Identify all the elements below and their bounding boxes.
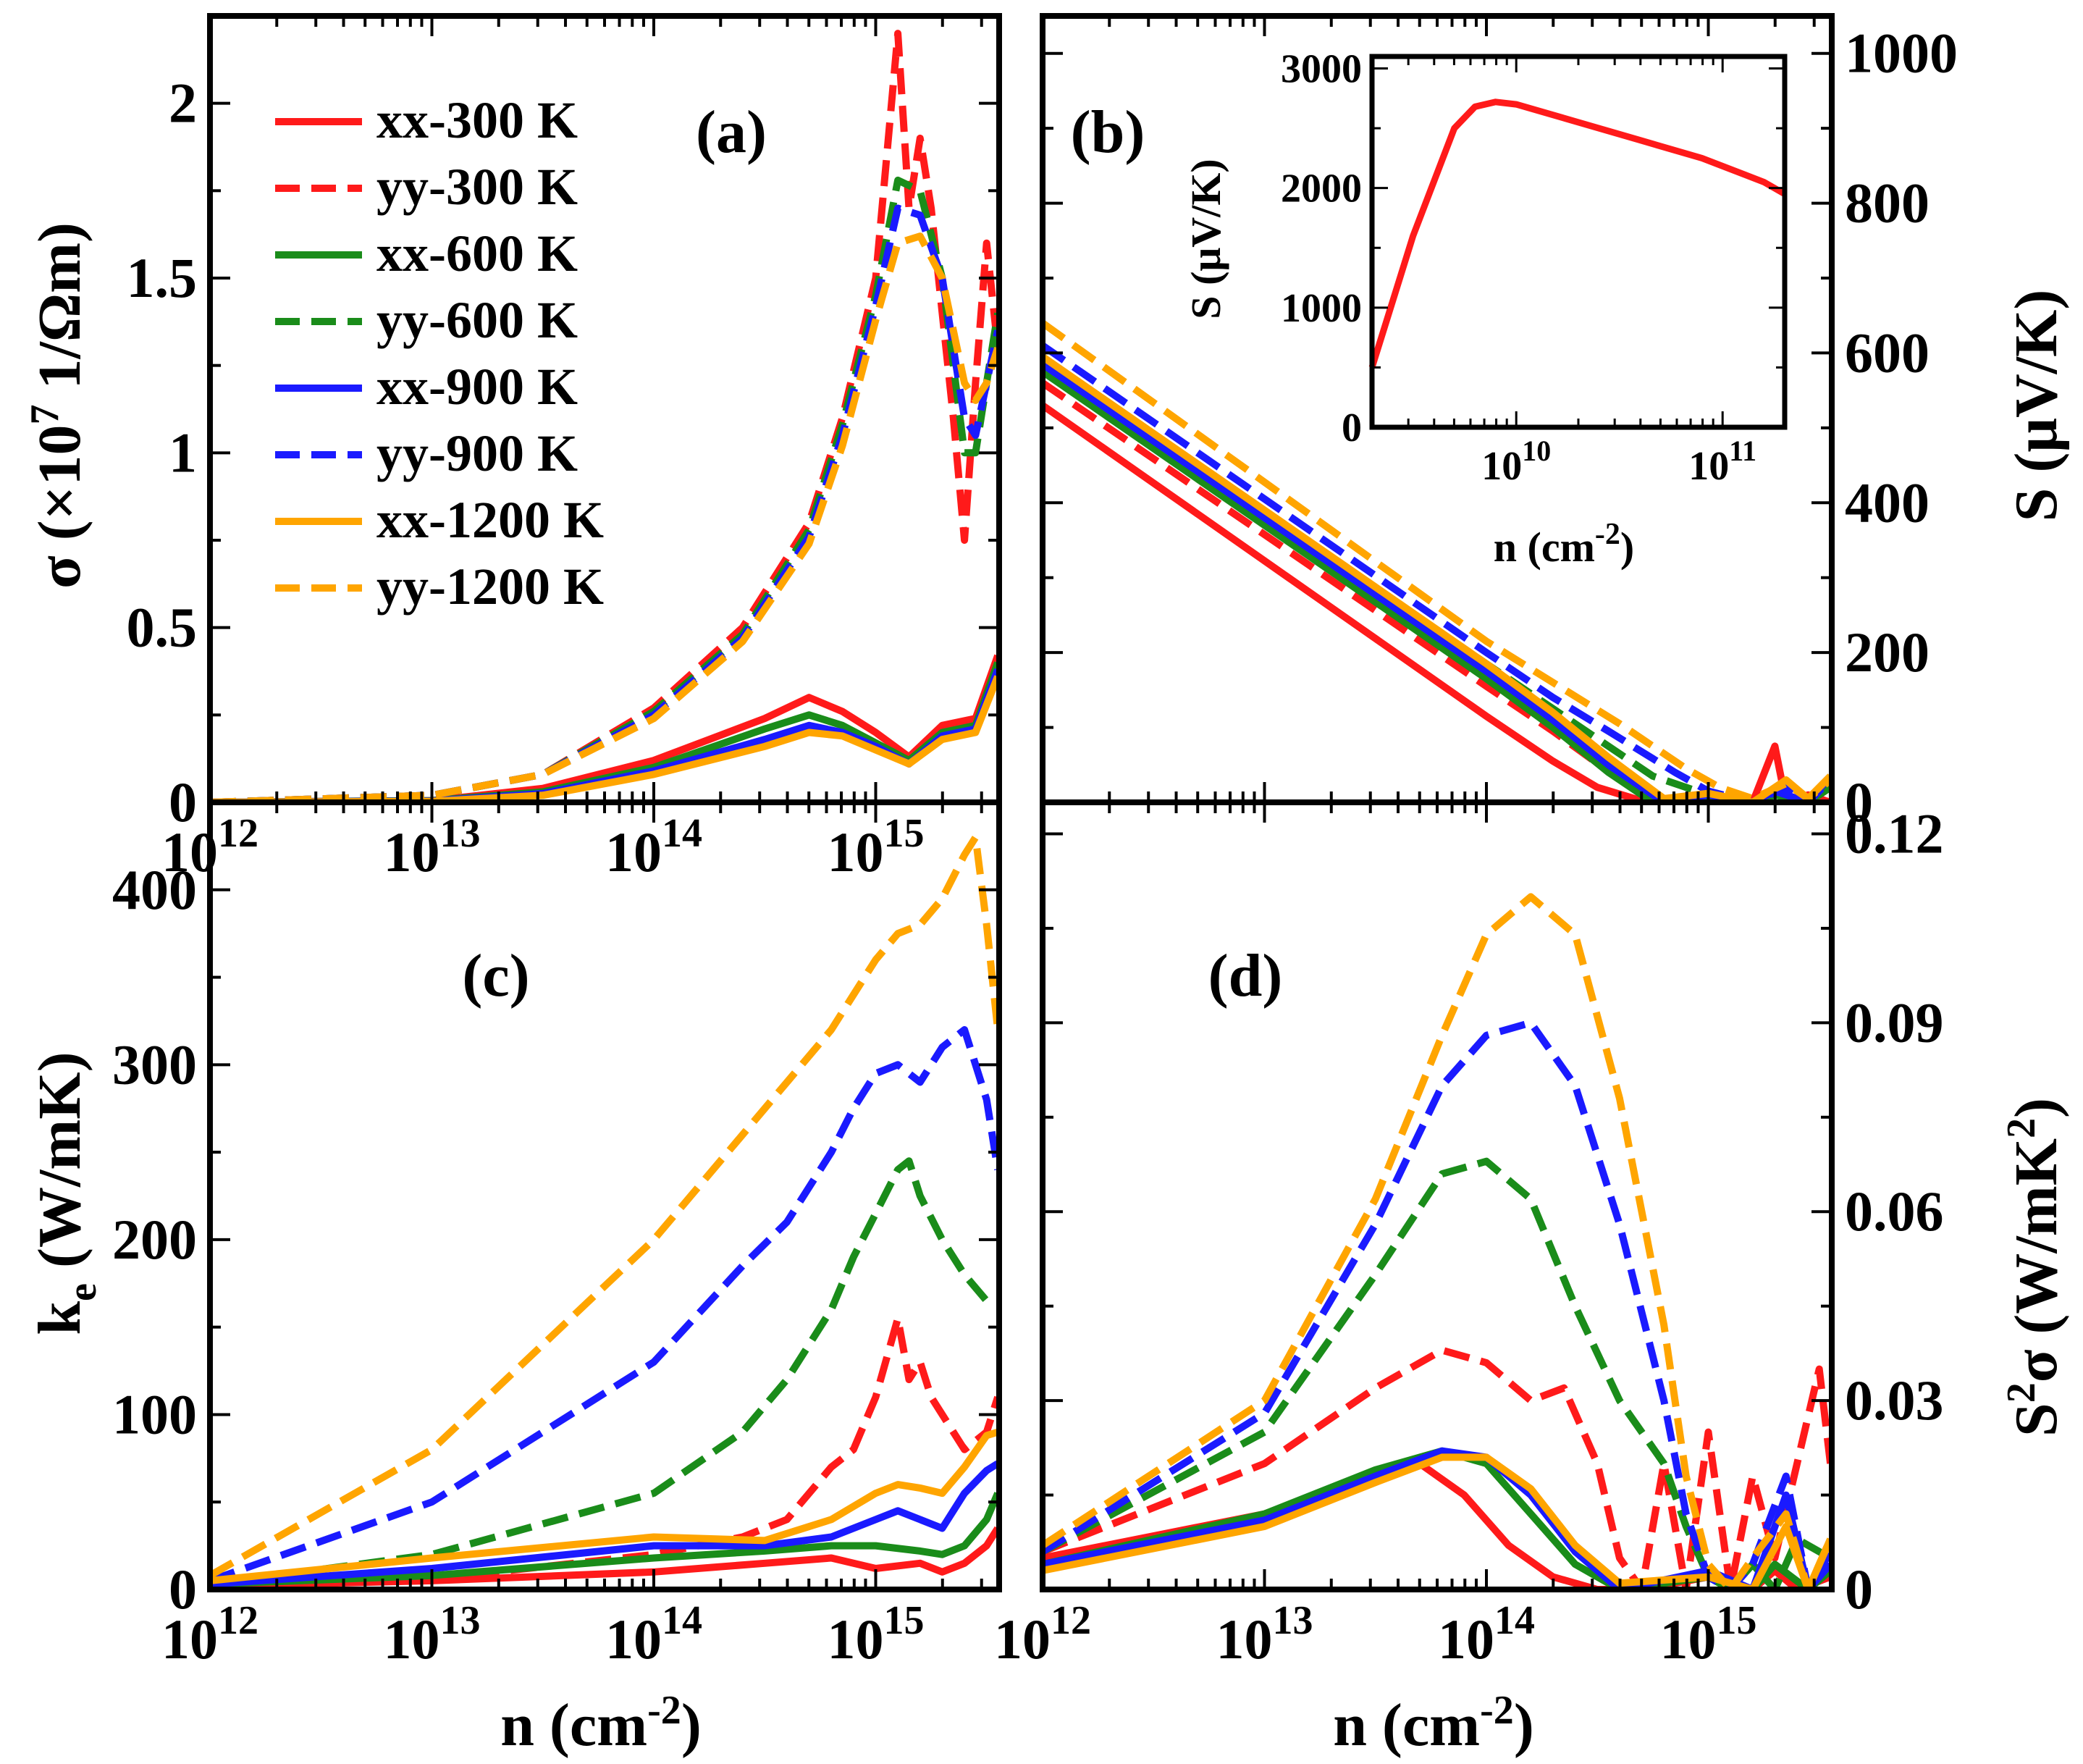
inset-ylabel: S (μV/K) [1182,159,1229,319]
panel-d: 1012 1013 1014 1015 0 0.03 0.06 0.09 0.12 (d) [994,799,1944,1671]
panel-c-xtick-label: 1013 [383,1598,480,1671]
legend-label-xx-600k: xx-600 K [376,224,578,282]
inset-bg [1372,56,1785,427]
panel-b-ytick-label: 200 [1845,621,1930,684]
panel-d-series-yy-1200k [1043,893,1832,1589]
panel-c-ytick-label: 400 [112,858,197,921]
inset-xlabel: n (cm-2) [1494,518,1634,571]
inset-ytick-label: 0 [1342,406,1362,450]
panel-c-ylabel: ke (W/mK) [26,1051,105,1335]
inset-xtick-label: 1011 [1688,434,1756,489]
legend-label-yy-900k: yy-900 K [376,424,578,482]
panel-d-series-yy-900k [1043,1019,1832,1589]
panel-a-xtick-label: 1014 [605,811,702,883]
panel-a-xtick-label: 1013 [383,811,480,883]
legend-label-yy-1200k: yy-1200 K [376,558,604,616]
panel-a-ytick-label: 1 [169,421,197,484]
panel-a-ytick-label: 0.5 [127,596,198,659]
panel-c-xtick-label: 1014 [605,1598,702,1671]
panel-b-ytick-label: 1000 [1845,22,1958,85]
panel-c-ytick-label: 100 [112,1382,197,1445]
panel-d-xtick-label: 1015 [1659,1598,1756,1671]
inset-xtick-label: 1010 [1481,434,1551,489]
panel-b-series-yy-1200k [1043,320,1832,802]
legend-label-xx-900k: xx-900 K [376,358,578,416]
panel-d-series-xx-900k [1043,1447,1832,1589]
panel-d-ytick-label: 0.03 [1845,1369,1944,1432]
panel-d-xtick-label: 1014 [1438,1598,1535,1671]
panel-d-ytick-label: 0 [1845,1558,1873,1621]
panel-b-ylabel: S (μV/K) [2003,290,2070,522]
legend-label-xx-1200k: xx-1200 K [376,491,604,549]
panel-d-series-yy-300k [1043,1346,1832,1589]
legend-label-yy-600k: yy-600 K [376,291,578,349]
panel-d-ytick-label: 0.06 [1845,1180,1944,1243]
panel-d-ylabel: S2σ (W/mK2) [1999,1098,2070,1437]
panel-b-ytick-label: 600 [1845,321,1930,384]
panel-a-label: (a) [696,98,767,166]
panel-c-xlabel: n (cm-2) [500,1688,702,1759]
panel-d-series-yy-600k [1043,1157,1832,1589]
panel-b-ytick-label: 0 [1845,770,1873,833]
panel-c-series-yy-600k [210,1157,998,1588]
panel-a-frame [207,13,1002,805]
panel-b-inset: 1010 1011 0 1000 2000 3000 [1281,47,1788,489]
legend: xx-300 K yy-300 K xx-600 K yy-600 K xx-900 K… [275,91,604,616]
legend-label-xx-300k: xx-300 K [376,91,578,149]
panel-a-xtick-label: 1015 [827,811,924,883]
panel-c-ytick-label: 300 [112,1033,197,1096]
panel-b-ytick-label: 800 [1845,172,1930,235]
panel-b-ytick-label: 400 [1845,471,1930,534]
panel-a-ylabel: σ (×107 1/Ωm) [22,222,93,589]
panel-d-xtick-label: 1013 [1216,1598,1313,1671]
panel-a-ytick-label: 2 [169,72,197,135]
panel-a-ytick-label: 0 [169,770,197,833]
panel-a-series-yy-1200k [210,232,999,802]
panel-d-series-xx-600k [1043,1447,1832,1589]
panel-a-series-yy-300k [210,30,999,802]
panel-c-label: (c) [462,942,529,1009]
panel-d-label: (d) [1208,942,1283,1009]
panel-a-series-xx-1200k [210,675,999,802]
panel-c-xtick-label: 1012 [161,1598,258,1671]
panel-c-series-xx-300k [210,1526,999,1589]
panel-d-xlabel: n (cm-2) [1333,1688,1534,1759]
inset-ytick-label: 3000 [1281,47,1362,92]
legend-label-yy-300k: yy-300 K [376,158,578,216]
panel-c-series-xx-1200k [210,1428,999,1584]
panel-d-ytick-label: 0.12 [1845,802,1944,865]
panel-c-series-xx-900k [210,1460,999,1588]
panel-c: 1012 1013 1014 1015 0 100 200 300 400 (c) [112,799,1002,1671]
panel-b-series-xx-900k [1043,361,1832,802]
panel-c-series-yy-900k [210,1026,999,1584]
panel-c-xtick-label: 1015 [827,1598,924,1671]
panel-d-ytick-label: 0.09 [1845,991,1944,1054]
inset-series [1368,98,1787,369]
inset-ytick-label: 1000 [1281,286,1362,331]
panel-b-series-yy-900k [1043,342,1832,802]
panel-a-ytick-label: 1.5 [127,246,198,309]
panel-c-ytick-label: 200 [112,1208,197,1271]
panel-c-series-yy-1200k [210,833,999,1579]
panel-b-label: (b) [1071,98,1145,166]
panel-d-xtick-label: 1012 [994,1598,1091,1671]
panel-c-series-xx-600k [210,1492,999,1588]
panel-c-ytick-label: 0 [169,1558,197,1621]
inset-ytick-label: 2000 [1281,167,1362,211]
